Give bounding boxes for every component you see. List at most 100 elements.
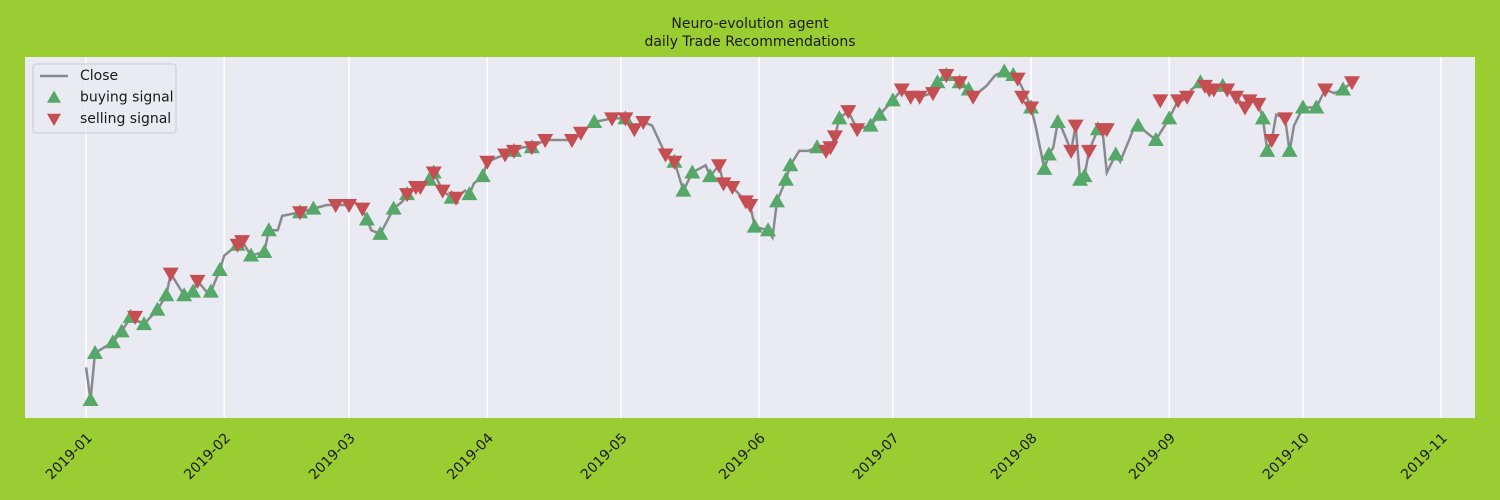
buy-marker xyxy=(760,222,777,237)
buy-marker xyxy=(929,74,946,89)
buy-marker xyxy=(675,182,692,197)
buy-marker xyxy=(1161,110,1178,125)
buy-marker xyxy=(862,117,879,132)
buy-marker xyxy=(149,301,166,316)
sell-marker xyxy=(497,148,514,163)
buy-marker xyxy=(782,157,799,172)
buy-marker xyxy=(746,218,763,233)
buy-marker xyxy=(211,261,228,276)
buy-marker xyxy=(831,110,848,125)
buy-marker xyxy=(1130,117,1147,132)
sell-marker xyxy=(617,112,634,127)
legend-swatch xyxy=(47,113,61,126)
sell-marker xyxy=(711,159,728,174)
sell-marker xyxy=(412,180,429,195)
sell-marker xyxy=(604,112,621,127)
buy-marker xyxy=(884,92,901,107)
buy-marker xyxy=(1335,81,1352,96)
sell-marker xyxy=(234,235,251,250)
buy-marker xyxy=(86,345,103,360)
sell-marker xyxy=(822,141,839,156)
legend-box xyxy=(32,63,177,134)
sell-marker xyxy=(924,87,941,102)
buy-marker xyxy=(385,200,402,215)
sell-marker xyxy=(1241,94,1258,109)
buy-marker xyxy=(256,243,273,258)
buy-marker xyxy=(586,113,603,128)
buy-marker xyxy=(113,323,130,338)
sell-marker xyxy=(189,274,206,289)
buy-marker xyxy=(1259,142,1276,157)
sell-marker xyxy=(1080,144,1097,159)
sell-marker xyxy=(505,144,522,159)
sell-marker xyxy=(1009,72,1026,87)
sell-marker xyxy=(635,115,652,130)
legend-swatch xyxy=(47,90,61,103)
buy-marker xyxy=(358,211,375,226)
legend-label: buying signal xyxy=(80,90,174,106)
sell-marker xyxy=(563,134,580,149)
sell-marker xyxy=(715,177,732,192)
sell-marker xyxy=(911,90,928,105)
buy-marker xyxy=(158,287,175,302)
chart-subtitle: daily Trade Recommendations xyxy=(644,34,855,50)
sell-marker xyxy=(938,69,955,84)
sell-marker xyxy=(1179,90,1196,105)
buy-marker xyxy=(1036,160,1053,175)
sell-marker xyxy=(1250,97,1267,112)
buy-marker xyxy=(176,287,193,302)
buy-marker xyxy=(82,391,99,406)
buy-marker xyxy=(1076,168,1093,183)
buy-marker xyxy=(1281,142,1298,157)
legend-label: selling signal xyxy=(80,111,171,127)
sell-marker xyxy=(666,155,683,170)
buy-marker xyxy=(702,168,719,183)
buy-marker xyxy=(871,106,888,121)
buy-marker xyxy=(1049,113,1066,128)
sell-marker xyxy=(657,148,674,163)
buy-marker xyxy=(202,283,219,298)
sell-marker xyxy=(826,130,843,145)
sell-marker xyxy=(327,199,344,214)
sell-marker xyxy=(1152,94,1169,109)
sell-marker xyxy=(1098,123,1115,138)
buy-marker xyxy=(684,164,701,179)
sell-marker xyxy=(127,310,144,325)
buy-marker xyxy=(185,283,202,298)
sell-marker xyxy=(1228,90,1245,105)
sell-marker xyxy=(537,134,554,149)
buy-marker xyxy=(461,186,478,201)
sell-marker xyxy=(1067,119,1084,134)
buy-marker xyxy=(136,316,153,331)
sell-marker xyxy=(434,184,451,199)
sell-marker xyxy=(1277,112,1294,127)
sell-marker xyxy=(626,123,643,138)
sell-marker xyxy=(479,155,496,170)
buy-marker xyxy=(372,225,389,240)
sell-marker xyxy=(951,76,968,91)
sell-marker xyxy=(1170,94,1187,109)
sell-marker xyxy=(1263,134,1280,149)
sell-marker xyxy=(1205,83,1222,98)
buy-marker xyxy=(777,171,794,186)
buy-marker xyxy=(260,222,277,237)
chart-title: Neuro-evolution agent xyxy=(671,16,829,32)
buy-marker xyxy=(474,168,491,183)
buy-marker xyxy=(1308,99,1325,114)
sell-marker xyxy=(292,206,309,221)
buy-marker xyxy=(1294,99,1311,114)
legend-label: Close xyxy=(80,68,118,84)
sell-marker xyxy=(448,191,465,206)
buy-marker xyxy=(104,334,121,349)
sell-marker xyxy=(572,126,589,141)
sell-marker xyxy=(425,166,442,181)
sell-marker xyxy=(849,123,866,138)
marks xyxy=(82,63,1360,406)
sell-marker xyxy=(354,202,371,217)
sell-marker xyxy=(1219,83,1236,98)
sell-marker xyxy=(1063,144,1080,159)
sell-marker xyxy=(399,188,416,203)
sell-marker xyxy=(1317,83,1334,98)
